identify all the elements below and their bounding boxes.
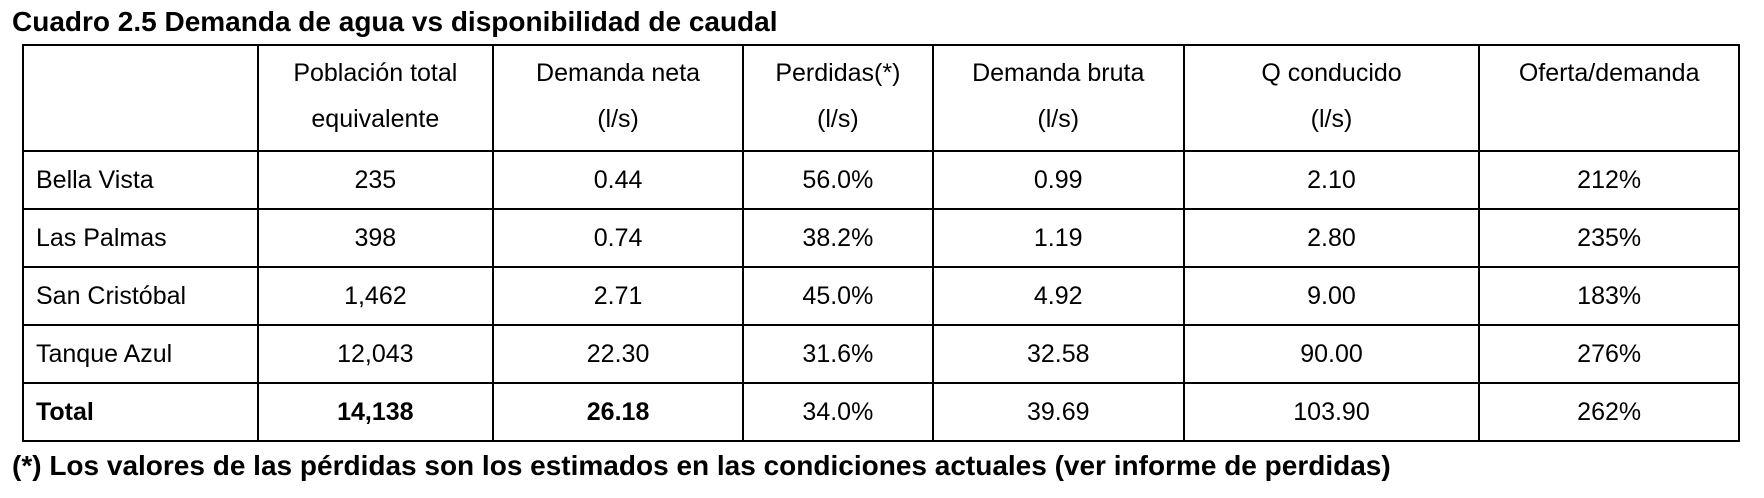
table-cell: 0.44 — [492, 150, 744, 210]
table-cell: 103.90 — [1182, 382, 1481, 442]
table-cell: 183% — [1478, 266, 1740, 326]
table-cell: 22.30 — [492, 324, 744, 384]
table-row: San Cristóbal 1,462 2.71 45.0% 4.92 9.00… — [22, 266, 1740, 326]
table-title: Cuadro 2.5 Demanda de agua vs disponibil… — [12, 6, 778, 37]
header-cell-poblacion: Población total equivalente — [256, 44, 495, 152]
footnote: (*) Los valores de las pérdidas son los … — [12, 450, 1391, 481]
table-cell: 39.69 — [931, 382, 1185, 442]
table-cell: 2.80 — [1182, 208, 1481, 268]
table-cell: 26.18 — [492, 382, 744, 442]
table-cell: 1,462 — [256, 266, 495, 326]
header-cell-demanda-bruta: Demanda bruta (l/s) — [931, 44, 1185, 152]
table-cell: 262% — [1478, 382, 1740, 442]
table-cell: 4.92 — [931, 266, 1185, 326]
row-label: Tanque Azul — [22, 324, 259, 384]
table-cell: 235% — [1478, 208, 1740, 268]
table-cell: 45.0% — [741, 266, 934, 326]
table-cell: 398 — [256, 208, 495, 268]
header-cell-q-conducido: Q conducido (l/s) — [1182, 44, 1481, 152]
table-cell: 2.71 — [492, 266, 744, 326]
table-cell: 34.0% — [741, 382, 934, 442]
table-cell: 38.2% — [741, 208, 934, 268]
header-cell-demanda-neta: Demanda neta (l/s) — [492, 44, 744, 152]
table-cell: 2.10 — [1182, 150, 1481, 210]
header-cell-perdidas: Perdidas(*) (l/s) — [741, 44, 934, 152]
table-cell: 32.58 — [931, 324, 1185, 384]
table-row: Tanque Azul 12,043 22.30 31.6% 32.58 90.… — [22, 324, 1740, 384]
row-label: Bella Vista — [22, 150, 259, 210]
table-row: Bella Vista 235 0.44 56.0% 0.99 2.10 212… — [22, 150, 1740, 210]
table-cell: 12,043 — [256, 324, 495, 384]
table-cell: 1.19 — [931, 208, 1185, 268]
header-cell-oferta-demanda: Oferta/demanda — [1478, 44, 1740, 152]
header-row: Población total equivalente Demanda neta(… — [22, 44, 1740, 152]
water-demand-table: Población total equivalente Demanda neta(… — [22, 44, 1740, 442]
row-label: Las Palmas — [22, 208, 259, 268]
row-label-total: Total — [22, 382, 259, 442]
row-label: San Cristóbal — [22, 266, 259, 326]
table-cell: 276% — [1478, 324, 1740, 384]
table-cell: 90.00 — [1182, 324, 1481, 384]
table-cell: 31.6% — [741, 324, 934, 384]
table-cell: 0.99 — [931, 150, 1185, 210]
table-cell: 0.74 — [492, 208, 744, 268]
table-cell: 235 — [256, 150, 495, 210]
table-cell: 9.00 — [1182, 266, 1481, 326]
table-cell: 212% — [1478, 150, 1740, 210]
header-cell-blank — [22, 44, 259, 152]
table-cell: 14,138 — [256, 382, 495, 442]
table-row: Las Palmas 398 0.74 38.2% 1.19 2.80 235% — [22, 208, 1740, 268]
total-row: Total 14,138 26.18 34.0% 39.69 103.90 26… — [22, 382, 1740, 442]
table-cell: 56.0% — [741, 150, 934, 210]
